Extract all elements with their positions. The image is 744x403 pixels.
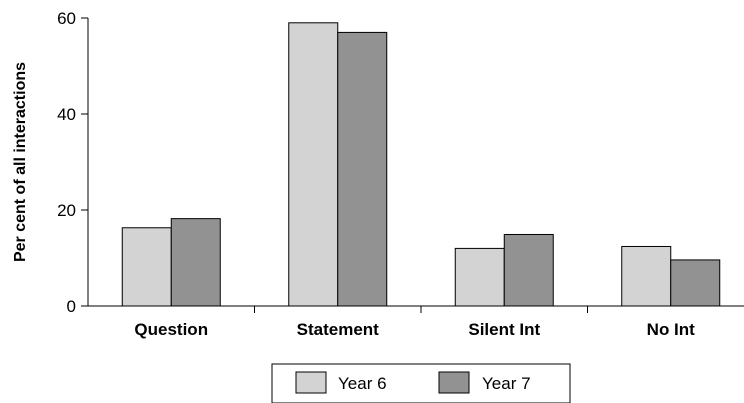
legend-swatch-year-7 xyxy=(438,371,470,394)
legend-label-year-6: Year 6 xyxy=(338,374,387,393)
x-tick-label-no-int: No Int xyxy=(647,320,695,339)
bar-question-year-7 xyxy=(170,218,221,307)
x-tick-label-silent-int: Silent Int xyxy=(468,320,540,339)
bar-silent-int-year-7 xyxy=(503,233,554,307)
bar-question-year-6 xyxy=(121,227,172,307)
legend: Year 6 Year 7 xyxy=(271,363,571,403)
y-tick-label-40: 40 xyxy=(57,105,76,124)
y-tick-label-20: 20 xyxy=(57,201,76,220)
x-tick-label-question: Question xyxy=(134,320,208,339)
y-tick-label-60: 60 xyxy=(57,9,76,28)
bar-no-int-year-6 xyxy=(621,245,672,307)
bar-silent-int-year-6 xyxy=(454,247,505,307)
legend-label-year-7: Year 7 xyxy=(482,374,531,393)
bar-statement-year-6 xyxy=(288,22,339,307)
legend-swatch-year-6 xyxy=(295,371,327,394)
bar-statement-year-7 xyxy=(337,31,388,307)
y-axis-title: Per cent of all interactions xyxy=(12,62,29,262)
y-tick-label-0: 0 xyxy=(67,297,76,316)
bar-no-int-year-7 xyxy=(670,259,721,307)
plot-area: 0 20 40 60 Question Statement Silent Int No Int xyxy=(57,9,744,339)
x-tick-label-statement: Statement xyxy=(297,320,380,339)
